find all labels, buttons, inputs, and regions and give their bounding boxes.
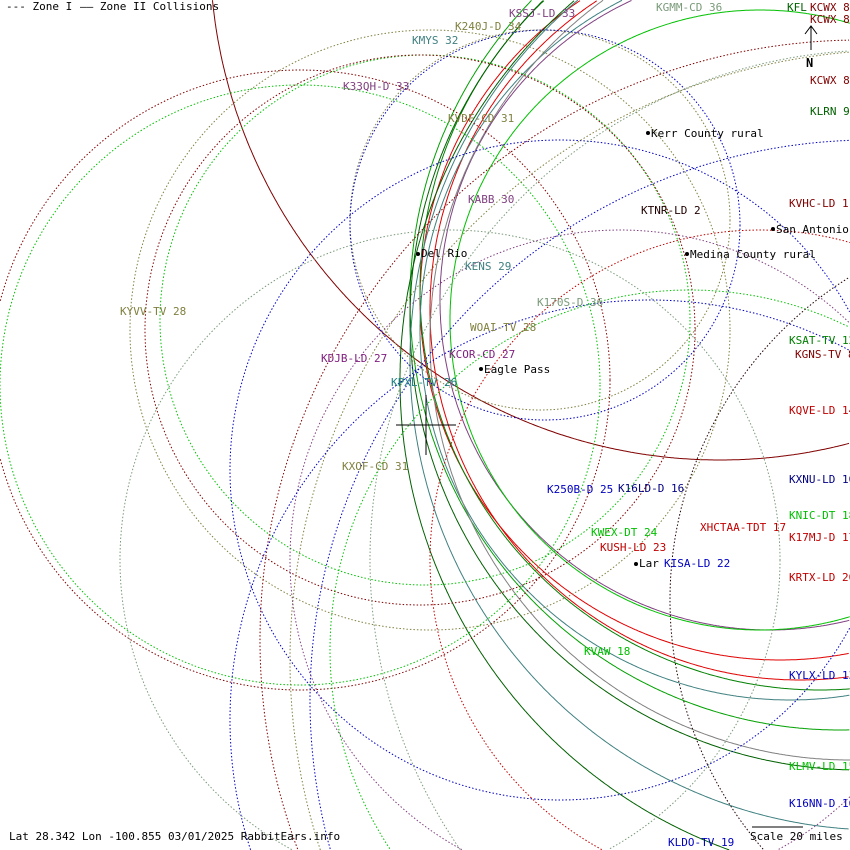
station-label[interactable]: KXOF-CD 31 <box>342 460 408 473</box>
contour-arc <box>289 229 850 850</box>
station-label[interactable]: KCWX 8 <box>810 1 850 14</box>
station-label[interactable]: KISA-LD 22 <box>664 557 730 570</box>
city-laredo: Lar <box>639 557 659 570</box>
north-arrow-icon <box>804 25 818 50</box>
station-label[interactable]: KPXL-TV 26 <box>391 376 457 389</box>
contour-arc <box>159 54 691 586</box>
scale-label: Scale 20 miles <box>750 830 843 843</box>
contour-arc <box>419 0 850 691</box>
contour-arc <box>212 0 850 461</box>
location-crosshair <box>396 395 456 455</box>
contour-arc <box>399 0 730 850</box>
contour-arc <box>289 51 850 850</box>
station-label[interactable]: KLRN 9 <box>810 105 850 118</box>
station-label[interactable]: K17MJ-D 17 <box>789 531 850 544</box>
station-label[interactable]: K16LD-D 16 <box>618 482 684 495</box>
city-san-antonio: San Antonio <box>776 223 849 236</box>
contour-arc <box>329 289 850 849</box>
station-label[interactable]: KSAT-TV 12 <box>789 334 850 347</box>
station-label[interactable]: K33QH-D 33 <box>343 80 409 93</box>
station-label[interactable]: KCOR-CD 27 <box>449 348 515 361</box>
contour-arc <box>449 9 850 631</box>
station-label[interactable]: KABB 30 <box>468 193 514 206</box>
city-del-rio: Del Rio <box>421 247 467 260</box>
station-label[interactable]: KCWX 8 <box>810 74 850 87</box>
contour-arc <box>349 29 741 421</box>
contour-arc <box>0 380 611 691</box>
station-label[interactable]: KMYS 32 <box>412 34 458 47</box>
contour-arc <box>439 0 850 631</box>
station-label[interactable]: KGMM-CD 36 <box>656 1 722 14</box>
city-eagle-pass: Eagle Pass <box>484 363 550 376</box>
city-dots <box>416 131 775 566</box>
contour-arc <box>309 139 850 850</box>
station-label[interactable]: KUSH-LD 23 <box>600 541 666 554</box>
station-labels: KFL KCWX 8 KCWX 8 KCWX 8 KLRN 9 KGMM-CD … <box>120 1 850 849</box>
station-label[interactable]: KYLX-LD 13 <box>789 669 850 682</box>
contour-arc <box>129 29 731 631</box>
station-label[interactable]: KYVV-TV 28 <box>120 305 186 318</box>
contour-arc <box>259 39 849 850</box>
station-label[interactable]: KXNU-LD 10 <box>789 473 850 486</box>
contour-arc <box>409 0 850 731</box>
station-label[interactable]: KRTX-LD 20 <box>789 571 850 584</box>
station-label[interactable]: KVAW 18 <box>584 645 630 658</box>
legend-zone1: --- Zone I <box>6 0 72 13</box>
contour-arc <box>429 0 849 681</box>
contour-arc <box>0 84 601 686</box>
station-label[interactable]: KWEX-DT 24 <box>591 526 658 539</box>
station-label[interactable]: KFL <box>787 1 807 14</box>
footer-coordinates: Lat 28.342 Lon -100.855 03/01/2025 Rabbi… <box>9 830 340 843</box>
contour-arc <box>429 229 850 850</box>
city-medina-county-rural: Medina County rural <box>690 248 816 261</box>
station-label[interactable]: XHCTAA-TDT 17 <box>700 521 786 534</box>
north-label: N <box>806 56 813 70</box>
contour-arc <box>429 0 850 761</box>
contour-arc <box>669 277 850 850</box>
station-label[interactable]: KVDF-CD 31 <box>448 112 514 125</box>
contour-arc <box>607 560 781 850</box>
station-label[interactable]: K250B-D 25 <box>547 483 613 496</box>
contour-arc <box>409 0 850 771</box>
contour-arc <box>409 0 849 830</box>
city-markers: Kerr County rural San Antonio Del Rio Me… <box>421 127 849 570</box>
city-kerr-county-rural: Kerr County rural <box>651 127 764 140</box>
station-label[interactable]: KLDO-TV 19 <box>668 836 734 849</box>
contour-arc <box>369 50 849 850</box>
station-label[interactable]: KNIC-DT 18 <box>789 509 850 522</box>
station-label[interactable]: KENS 29 <box>465 260 511 273</box>
contour-arc <box>229 139 850 801</box>
station-label[interactable]: KVHC-LD 11 <box>789 197 850 210</box>
station-label[interactable]: K240J-D 34 <box>455 20 522 33</box>
station-label[interactable]: K170S-D 36 <box>537 296 603 309</box>
station-label[interactable]: KDJB-LD 27 <box>321 352 387 365</box>
contour-arc <box>777 796 850 850</box>
station-label[interactable]: KGNS-TV 8 <box>795 348 850 361</box>
station-label[interactable]: KLMV-LD 15 <box>789 760 850 773</box>
contour-arc <box>144 54 696 606</box>
contour-arc <box>119 229 781 850</box>
legend-zone2: —— Zone II Collisions <box>80 0 219 13</box>
station-label[interactable]: K16NN-D 16 <box>789 797 850 810</box>
station-label[interactable]: KCWX 8 <box>810 13 850 26</box>
contour-arc <box>419 0 850 701</box>
contour-arc <box>349 29 731 411</box>
station-label[interactable]: WOAI-TV 28 <box>470 321 536 334</box>
station-label[interactable]: KTNR-LD 2 <box>641 204 701 217</box>
station-label[interactable]: KQVE-LD 14 <box>789 404 850 417</box>
station-label[interactable]: KSSJ-LD 33 <box>509 7 575 20</box>
